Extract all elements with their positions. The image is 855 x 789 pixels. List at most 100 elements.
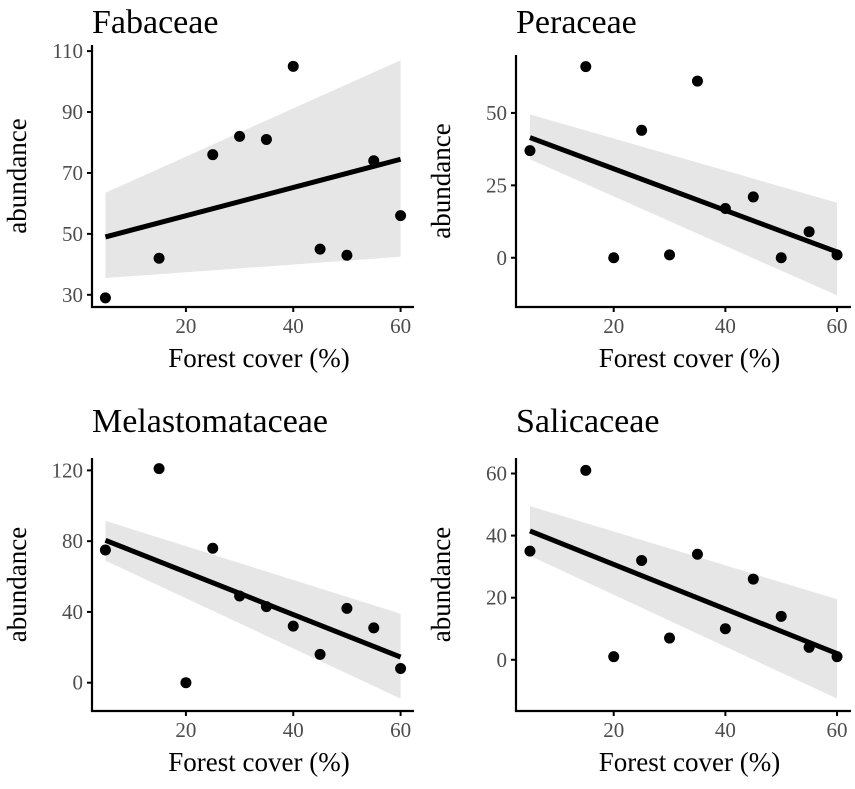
panel-title: Fabaceae (92, 4, 218, 41)
x-tick-label: 20 (175, 718, 196, 742)
data-point (636, 554, 648, 566)
data-point (99, 292, 111, 304)
regression-line (529, 528, 838, 656)
y-axis-title: abundance (426, 527, 456, 642)
y-tick-label: 110 (52, 39, 83, 63)
data-point (608, 651, 620, 663)
confidence-band (529, 114, 838, 296)
data-point (719, 203, 731, 215)
y-tick-label: 70 (62, 161, 83, 185)
data-point (234, 590, 246, 602)
data-point (580, 464, 592, 476)
data-point (99, 544, 111, 556)
data-point (831, 249, 843, 261)
x-tick-label: 20 (175, 314, 196, 338)
y-tick-label: 40 (62, 600, 83, 624)
y-axis-title: abundance (426, 123, 456, 238)
panel-title: Salicaceae (516, 403, 659, 440)
panel-peraceae: Peraceae 0 25 50 20 40 60 Forest cover (%) abund… (426, 4, 851, 373)
confidence-band (105, 520, 401, 699)
y-tick-label: 0 (73, 671, 84, 695)
y-tick-label: 60 (486, 462, 507, 486)
data-point (831, 651, 843, 663)
data-points (524, 61, 843, 264)
data-point (803, 226, 815, 238)
data-point (314, 648, 326, 660)
y-tick-label: 30 (62, 283, 83, 307)
x-tick-label: 60 (827, 718, 848, 742)
y-tick-label: 50 (486, 101, 507, 125)
data-point (341, 602, 353, 614)
data-point (747, 573, 759, 585)
data-point (153, 252, 165, 264)
x-tick-label: 60 (390, 718, 411, 742)
x-tick-label: 40 (715, 314, 736, 338)
panel-title: Melastomataceae (92, 403, 328, 440)
x-axis-title: Forest cover (%) (168, 343, 349, 373)
data-point (153, 463, 165, 475)
data-point (234, 130, 246, 142)
x-axis-title: Forest cover (%) (599, 747, 780, 777)
data-point (395, 210, 407, 222)
data-point (260, 601, 272, 613)
data-point (775, 252, 787, 264)
data-point (608, 252, 620, 264)
x-tick-label: 40 (283, 314, 304, 338)
data-point (664, 632, 676, 644)
data-point (636, 124, 648, 136)
regression-line (104, 156, 402, 240)
data-point (180, 677, 192, 689)
confidence-band (529, 506, 838, 699)
data-point (368, 622, 380, 634)
data-point (524, 145, 536, 157)
data-point (719, 623, 731, 635)
y-tick-label: 25 (486, 173, 507, 197)
data-point (580, 61, 592, 73)
data-point (395, 663, 407, 675)
data-point (747, 191, 759, 203)
data-point (287, 620, 299, 632)
x-tick-label: 20 (603, 314, 624, 338)
data-point (524, 545, 536, 557)
x-tick-label: 20 (603, 718, 624, 742)
y-tick-label: 20 (486, 586, 507, 610)
y-tick-label: 0 (497, 246, 508, 270)
y-axis-title: abundance (2, 118, 32, 233)
data-point (368, 155, 380, 167)
y-tick-label: 0 (497, 648, 508, 672)
data-point (260, 133, 272, 145)
data-points (524, 464, 843, 663)
data-point (287, 60, 299, 72)
y-tick-label: 40 (486, 524, 507, 548)
y-tick-label: 120 (52, 458, 84, 482)
panel-salicaceae: Salicaceae 0 20 40 60 20 40 60 Forest cover (%) a… (426, 403, 851, 777)
panel-melastomataceae: Melastomataceae 0 40 80 120 20 40 60 Forest cove… (2, 403, 414, 777)
data-point (207, 542, 219, 554)
data-point (803, 641, 815, 653)
regression-line (104, 537, 402, 660)
data-point (691, 75, 703, 87)
x-axis-title: Forest cover (%) (168, 747, 349, 777)
y-tick-label: 80 (62, 529, 83, 553)
data-points (99, 463, 407, 689)
x-axis-title: Forest cover (%) (599, 343, 780, 373)
panel-title: Peraceae (516, 4, 637, 41)
data-point (691, 548, 703, 560)
x-tick-label: 40 (715, 718, 736, 742)
data-point (314, 243, 326, 255)
y-tick-label: 50 (62, 222, 83, 246)
panel-fabaceae: Fabaceae 30 50 70 90 110 20 40 60 Forest cover (%… (2, 4, 414, 373)
data-point (341, 249, 353, 261)
x-tick-label: 60 (390, 314, 411, 338)
data-points (99, 60, 407, 304)
data-point (775, 610, 787, 622)
data-point (207, 149, 219, 161)
data-point (664, 249, 676, 261)
y-axis-title: abundance (2, 527, 32, 642)
confidence-band (105, 60, 401, 279)
y-tick-label: 90 (62, 100, 83, 124)
x-tick-label: 60 (827, 314, 848, 338)
regression-line (529, 135, 838, 255)
x-tick-label: 40 (283, 718, 304, 742)
